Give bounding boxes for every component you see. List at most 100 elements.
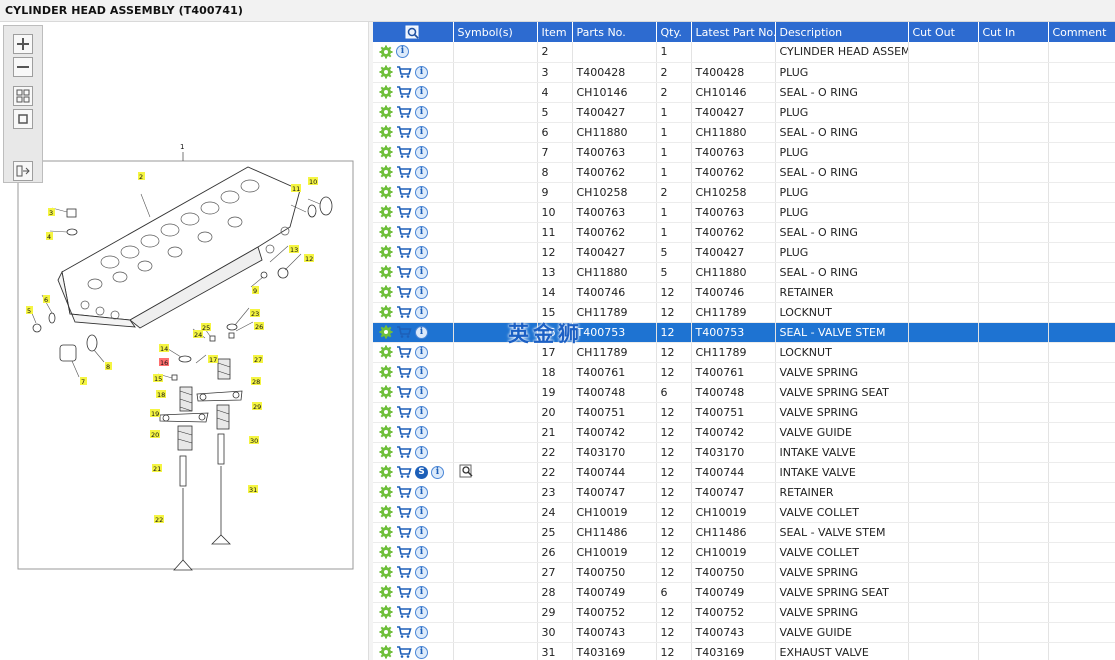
table-row[interactable]: i 23 T400747 12 T400747 RETAINER <box>373 482 1115 503</box>
callout-label[interactable]: 25 <box>202 324 210 332</box>
table-row[interactable]: i 10 T400763 1 T400763 PLUG <box>373 202 1115 223</box>
gear-icon[interactable] <box>379 185 393 199</box>
callout-marker[interactable] <box>48 208 55 216</box>
table-row[interactable]: i 17 CH11789 12 CH11789 LOCKNUT <box>373 342 1115 363</box>
gear-icon[interactable] <box>379 245 393 259</box>
gear-icon[interactable] <box>379 525 393 539</box>
info-icon[interactable]: i <box>415 545 428 559</box>
cart-icon[interactable] <box>396 445 412 459</box>
callout-marker[interactable] <box>252 402 262 410</box>
info-icon[interactable]: i <box>415 285 428 299</box>
table-row[interactable]: i 21 T400742 12 T400742 VALVE GUIDE <box>373 422 1115 443</box>
info-icon[interactable]: i <box>415 425 428 439</box>
column-header-qty[interactable]: Qty. <box>656 22 692 42</box>
callout-marker[interactable] <box>248 485 258 493</box>
callout-label[interactable]: 31 <box>249 486 257 494</box>
callout-label[interactable]: 10 <box>309 178 317 186</box>
column-header-latest-part-no[interactable]: Latest Part No. <box>691 22 776 42</box>
callout-marker[interactable] <box>152 464 162 472</box>
info-icon[interactable]: i <box>415 445 428 459</box>
info-icon[interactable]: i <box>415 185 428 199</box>
cart-icon[interactable] <box>396 625 412 639</box>
info-icon[interactable]: i <box>415 365 428 379</box>
info-icon[interactable]: i <box>415 165 428 179</box>
table-row[interactable]: i 6 CH11880 1 CH11880 SEAL - O RING <box>373 122 1115 143</box>
table-row[interactable]: i 8 T400762 1 T400762 SEAL - O RING <box>373 162 1115 183</box>
gear-icon[interactable] <box>379 485 393 499</box>
callout-marker[interactable] <box>304 254 314 262</box>
callout-marker[interactable] <box>156 390 166 398</box>
gear-icon[interactable] <box>379 425 393 439</box>
gear-icon[interactable] <box>379 545 393 559</box>
callout-label[interactable]: 6 <box>44 296 48 304</box>
callout-label[interactable]: 11 <box>292 185 300 193</box>
info-icon[interactable]: i <box>415 85 428 99</box>
cart-icon[interactable] <box>396 565 412 579</box>
cart-icon[interactable] <box>396 605 412 619</box>
fit-page-button[interactable] <box>13 109 33 129</box>
cart-icon[interactable] <box>396 185 412 199</box>
callout-label[interactable]: 29 <box>253 403 261 411</box>
callout-marker[interactable] <box>308 177 318 185</box>
gear-icon[interactable] <box>379 585 393 599</box>
gear-icon[interactable] <box>379 145 393 159</box>
table-row[interactable]: i 14 T400746 12 T400746 RETAINER <box>373 282 1115 303</box>
info-icon[interactable]: i <box>415 345 428 359</box>
cart-icon[interactable] <box>396 405 412 419</box>
callout-label[interactable]: 23 <box>251 310 259 318</box>
table-row[interactable]: i 7 T400763 1 T400763 PLUG <box>373 142 1115 163</box>
table-row[interactable]: i 4 CH10146 2 CH10146 SEAL - O RING <box>373 82 1115 103</box>
cart-icon[interactable] <box>396 425 412 439</box>
callout-label[interactable]: 13 <box>290 246 298 254</box>
diagram-pane[interactable]: 1 2 3 4 5 6 7 8 9 10 11 12 13 14 15 16 17 18 19 20 21 22 23 24… <box>0 22 368 660</box>
callout-marker[interactable] <box>193 330 203 338</box>
gear-icon[interactable] <box>379 385 393 399</box>
gear-icon[interactable] <box>379 325 393 339</box>
cart-icon[interactable] <box>396 585 412 599</box>
column-header-parts-no[interactable]: Parts No. <box>572 22 657 42</box>
callout-label[interactable]: 17 <box>209 356 217 364</box>
cart-icon[interactable] <box>396 285 412 299</box>
gear-icon[interactable] <box>379 505 393 519</box>
info-icon[interactable]: i <box>415 65 428 79</box>
table-row[interactable]: i 28 T400749 6 T400749 VALVE SPRING SEAT <box>373 582 1115 603</box>
table-row[interactable]: i 19 T400748 6 T400748 VALVE SPRING SEAT <box>373 382 1115 403</box>
gear-icon[interactable] <box>379 45 393 59</box>
cart-icon[interactable] <box>396 505 412 519</box>
callout-marker[interactable] <box>208 355 218 363</box>
callout-label[interactable]: 15 <box>154 375 162 383</box>
cart-icon[interactable] <box>396 525 412 539</box>
callout-label[interactable]: 9 <box>253 287 257 295</box>
gear-icon[interactable] <box>379 305 393 319</box>
callout-marker[interactable] <box>43 295 50 303</box>
callout-marker[interactable] <box>26 306 33 314</box>
callout-label[interactable]: 18 <box>157 391 165 399</box>
callout-marker[interactable] <box>291 184 301 192</box>
callout-label[interactable]: 16 <box>160 359 168 367</box>
callout-label[interactable]: 8 <box>106 363 110 371</box>
gear-icon[interactable] <box>379 85 393 99</box>
fit-grid-button[interactable] <box>13 86 33 106</box>
info-icon[interactable]: i <box>431 465 444 479</box>
table-row[interactable]: i 18 T400761 12 T400761 VALVE SPRING <box>373 362 1115 383</box>
table-row[interactable]: i 11 T400762 1 T400762 SEAL - O RING <box>373 222 1115 243</box>
callout-label[interactable]: 4 <box>47 233 51 241</box>
table-row[interactable]: i 22 T403170 12 T403170 INTAKE VALVE <box>373 442 1115 463</box>
cart-icon[interactable] <box>396 305 412 319</box>
cart-icon[interactable] <box>396 105 412 119</box>
table-row[interactable]: i 2 1 CYLINDER HEAD ASSEMBLY <box>373 42 1115 63</box>
zoom-out-button[interactable] <box>13 57 33 77</box>
info-icon[interactable]: i <box>415 205 428 219</box>
info-icon[interactable]: i <box>415 585 428 599</box>
gear-icon[interactable] <box>379 105 393 119</box>
table-row[interactable]: i 31 T403169 12 T403169 EXHAUST VALVE <box>373 642 1115 660</box>
gear-icon[interactable] <box>379 465 393 479</box>
gear-icon[interactable] <box>379 265 393 279</box>
info-icon[interactable]: i <box>415 385 428 399</box>
cart-icon[interactable] <box>396 265 412 279</box>
callout-label[interactable]: 27 <box>254 356 262 364</box>
callout-marker[interactable] <box>46 232 53 240</box>
gear-icon[interactable] <box>379 625 393 639</box>
info-icon[interactable]: i <box>415 245 428 259</box>
